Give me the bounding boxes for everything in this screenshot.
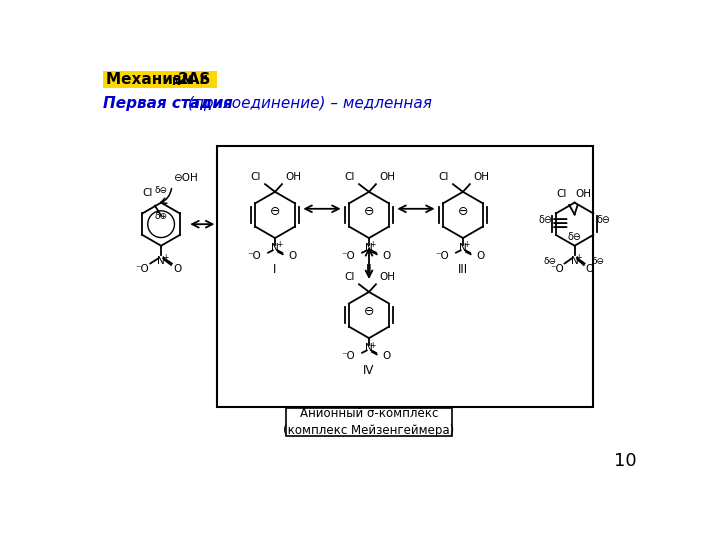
Text: N: N bbox=[365, 243, 373, 253]
Text: Cl: Cl bbox=[438, 172, 449, 182]
Text: 10: 10 bbox=[614, 453, 636, 470]
Text: III: III bbox=[458, 264, 468, 276]
Text: O: O bbox=[382, 251, 390, 261]
Text: ⊖: ⊖ bbox=[270, 205, 280, 218]
Text: Cl: Cl bbox=[345, 172, 355, 182]
Text: Cl: Cl bbox=[557, 189, 567, 199]
Text: ⁻O: ⁻O bbox=[248, 251, 261, 261]
Text: ⊖: ⊖ bbox=[364, 205, 374, 218]
Text: N: N bbox=[157, 256, 165, 266]
Text: O: O bbox=[288, 251, 297, 261]
Text: +: + bbox=[369, 341, 376, 349]
Text: I: I bbox=[274, 264, 276, 276]
Text: δ⊖: δ⊖ bbox=[592, 256, 605, 266]
Text: ⁻O: ⁻O bbox=[341, 351, 355, 361]
Text: δ⊖: δ⊖ bbox=[597, 215, 611, 225]
Text: ⊖: ⊖ bbox=[458, 205, 468, 218]
Text: δ⊖: δ⊖ bbox=[155, 186, 168, 195]
Text: N: N bbox=[459, 243, 467, 253]
Text: N: N bbox=[271, 243, 279, 253]
Text: 2Ar: 2Ar bbox=[177, 72, 207, 87]
Text: δ⊕: δ⊕ bbox=[155, 212, 168, 221]
Text: ⁻O: ⁻O bbox=[550, 264, 564, 274]
Text: ⁻O: ⁻O bbox=[436, 251, 449, 261]
Text: Cl: Cl bbox=[345, 272, 355, 282]
Text: δ⊖: δ⊖ bbox=[539, 215, 552, 225]
Text: ≡: ≡ bbox=[551, 214, 570, 234]
Text: N: N bbox=[172, 77, 181, 87]
FancyBboxPatch shape bbox=[102, 71, 217, 88]
Text: N: N bbox=[365, 343, 373, 353]
Text: O: O bbox=[476, 251, 485, 261]
Text: Cl: Cl bbox=[142, 188, 153, 198]
Text: +: + bbox=[369, 240, 376, 249]
Text: Первая стадия: Первая стадия bbox=[102, 96, 233, 111]
Text: +: + bbox=[162, 253, 168, 262]
Text: Механизм S: Механизм S bbox=[107, 72, 211, 87]
Text: (присоединение) – медленная: (присоединение) – медленная bbox=[183, 96, 431, 111]
Text: O: O bbox=[585, 264, 593, 274]
Text: ⁻O: ⁻O bbox=[136, 264, 150, 274]
Text: Cl: Cl bbox=[251, 172, 261, 182]
Text: OH: OH bbox=[576, 189, 592, 199]
Text: ⁻O: ⁻O bbox=[341, 251, 355, 261]
Text: O: O bbox=[174, 264, 181, 274]
Bar bbox=[286, 408, 452, 436]
Text: +: + bbox=[575, 253, 582, 262]
Text: N: N bbox=[571, 256, 578, 266]
Text: δ⊖: δ⊖ bbox=[567, 232, 582, 241]
Text: O: O bbox=[382, 351, 390, 361]
Text: +: + bbox=[464, 240, 470, 249]
Text: OH: OH bbox=[474, 172, 490, 182]
Text: δ⊖: δ⊖ bbox=[544, 256, 557, 266]
Bar bbox=[217, 146, 593, 408]
Text: +: + bbox=[276, 240, 282, 249]
Text: OH: OH bbox=[379, 172, 396, 182]
Text: ⊖OH: ⊖OH bbox=[174, 173, 198, 183]
Text: ⊖: ⊖ bbox=[364, 305, 374, 318]
Text: OH: OH bbox=[379, 272, 396, 282]
Text: II: II bbox=[366, 264, 372, 276]
Text: IV: IV bbox=[364, 363, 374, 376]
Text: OH: OH bbox=[286, 172, 302, 182]
Text: Анионный σ-комплекс
(комплекс Мейзенгеймера): Анионный σ-комплекс (комплекс Мейзенгейм… bbox=[284, 407, 454, 437]
